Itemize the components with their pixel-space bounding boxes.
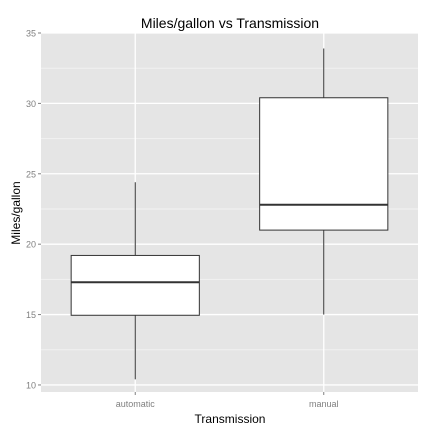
y-tick-label: 35 — [26, 29, 36, 39]
box-manual — [259, 48, 389, 315]
y-tick-label: 15 — [26, 310, 36, 320]
y-tick-label: 10 — [26, 380, 36, 390]
y-axis-label: Miles/gallon — [9, 181, 23, 244]
x-tick-label: manual — [309, 399, 339, 409]
x-tick-label: automatic — [116, 399, 156, 409]
x-axis-ticks: automatic manual — [116, 392, 339, 409]
y-axis-ticks: 10 15 20 25 30 35 — [26, 29, 41, 390]
y-tick-label: 20 — [26, 240, 36, 250]
box-iqr — [70, 254, 200, 316]
y-tick-label: 25 — [26, 169, 36, 179]
box-series — [70, 48, 389, 380]
box-automatic — [70, 182, 200, 380]
chart-title: Miles/gallon vs Transmission — [141, 15, 319, 31]
x-axis-label: Transmission — [195, 412, 266, 426]
y-tick-label: 30 — [26, 99, 36, 109]
box-iqr — [259, 97, 389, 231]
